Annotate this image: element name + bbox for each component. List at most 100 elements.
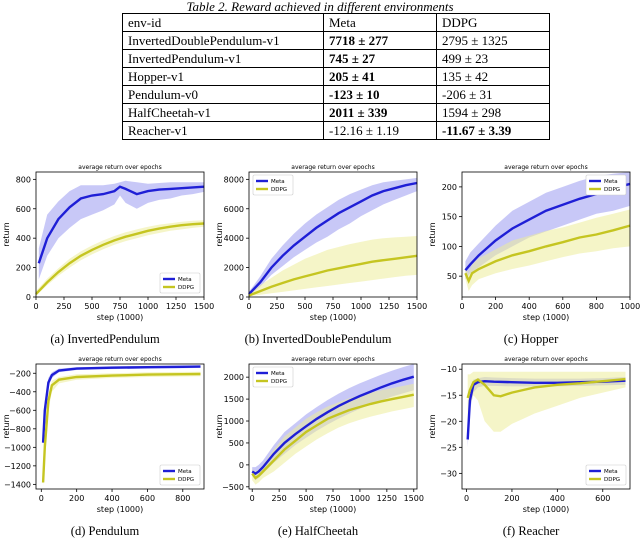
series-line-meta bbox=[248, 181, 418, 295]
x-tick-label: 600 bbox=[140, 494, 155, 503]
legend: Meta DDPG bbox=[159, 272, 201, 294]
y-tick-label: −1200 bbox=[4, 462, 31, 471]
cell-ddpg: 2795 ± 1325 bbox=[436, 31, 550, 50]
x-axis-label: step (1000) bbox=[310, 313, 356, 322]
x-tick-label: 800 bbox=[589, 302, 604, 311]
table-caption: Table 2. Reward achieved in different en… bbox=[0, 0, 640, 14]
cell-ddpg: -11.67 ± 3.39 bbox=[436, 121, 550, 140]
cell-ddpg: 1594 ± 298 bbox=[436, 103, 550, 122]
header-ddpg: DDPG bbox=[436, 13, 550, 32]
x-tick-label: 600 bbox=[555, 302, 570, 311]
table-caption-label: Table 2. bbox=[186, 0, 228, 14]
chart-axes-group: average return over epochs 0 200 400 600 800 −… bbox=[2, 356, 205, 514]
y-tick-label: 200 bbox=[16, 264, 31, 273]
cell-ddpg: 499 ± 23 bbox=[436, 49, 550, 68]
legend-label-ddpg: DDPG bbox=[271, 379, 287, 385]
cell-meta: 2011 ± 339 bbox=[323, 103, 437, 122]
x-tick-label: 0 bbox=[250, 494, 255, 503]
table-row: Pendulum-v0 -123 ± 10 -206 ± 31 bbox=[122, 85, 550, 104]
x-tick-label: 0 bbox=[39, 494, 44, 503]
x-tick-label: 0 bbox=[464, 494, 469, 503]
y-tick-label: 8000 bbox=[224, 175, 244, 184]
table-header-row: env-id Meta DDPG bbox=[122, 13, 550, 32]
cell-meta: 205 ± 41 bbox=[323, 67, 437, 86]
legend-label-meta: Meta bbox=[604, 469, 618, 475]
y-tick-label: 1000 bbox=[224, 417, 244, 426]
subcaption-c: (c) Hopper bbox=[503, 332, 559, 346]
series-band-ddpg bbox=[467, 371, 626, 432]
cell-meta: -123 ± 10 bbox=[323, 85, 437, 104]
x-tick-label: 200 bbox=[69, 494, 84, 503]
chart-axes-group: average return over epochs 0 250 500 750 1000… bbox=[215, 164, 427, 322]
legend-label-ddpg: DDPG bbox=[271, 187, 287, 193]
cell-meta: 7718 ± 277 bbox=[323, 31, 437, 50]
figure-e: average return over epochs 0 250 500 750 1000… bbox=[213, 352, 424, 552]
series-line-meta bbox=[41, 365, 201, 443]
table-caption-text: Reward achieved in different environment… bbox=[231, 0, 454, 14]
x-tick-label: 400 bbox=[522, 302, 537, 311]
cell-ddpg: -206 ± 31 bbox=[436, 85, 550, 104]
chart-half-cheetah: average return over epochs 0 250 500 750 1000… bbox=[215, 356, 424, 514]
figure-c: average return over epochs 0 200 400 600 800 1… bbox=[426, 160, 640, 360]
x-tick-label: 600 bbox=[595, 494, 610, 503]
x-axis-label: step (1000) bbox=[97, 313, 143, 322]
figure-a: average return over epochs 0 250 500 750 1000… bbox=[0, 160, 214, 360]
series-band-ddpg bbox=[252, 383, 414, 485]
y-tick-label: −200 bbox=[9, 369, 31, 378]
x-tick-label: 1000 bbox=[620, 302, 640, 311]
chart-title: average return over epochs bbox=[78, 164, 161, 171]
y-tick-label: −25 bbox=[440, 443, 457, 452]
series-band-meta bbox=[465, 172, 630, 280]
legend: Meta DDPG bbox=[252, 174, 294, 196]
y-tick-label: 100 bbox=[442, 242, 457, 251]
y-tick-label: −600 bbox=[9, 406, 31, 415]
legend-label-meta: Meta bbox=[178, 469, 192, 475]
cell-ddpg: 135 ± 42 bbox=[436, 67, 550, 86]
y-tick-label: 4000 bbox=[224, 234, 244, 243]
y-tick-label: 50 bbox=[447, 272, 457, 281]
chart-inverted-pendulum: average return over epochs 0 250 500 750 1000… bbox=[2, 164, 214, 322]
y-tick-label: −15 bbox=[440, 391, 457, 400]
series-line-ddpg bbox=[251, 393, 415, 480]
chart-title: average return over epochs bbox=[291, 356, 374, 363]
y-axis-label: return bbox=[2, 414, 11, 438]
subcaption-e: (e) HalfCheetah bbox=[277, 524, 359, 538]
x-tick-label: 500 bbox=[297, 302, 312, 311]
legend: Meta DDPG bbox=[159, 464, 201, 486]
table-row: Reacher-v1 -12.16 ± 1.19 -11.67 ± 3.39 bbox=[122, 121, 550, 140]
table-row: HalfCheetah-v1 2011 ± 339 1594 ± 298 bbox=[122, 103, 550, 122]
y-tick-label: −500 bbox=[222, 483, 244, 492]
series-line-ddpg bbox=[41, 372, 201, 483]
reward-table: env-id Meta DDPG InvertedDoublePendulum-… bbox=[122, 13, 550, 140]
series-band-ddpg bbox=[36, 220, 204, 296]
legend-label-ddpg: DDPG bbox=[604, 477, 620, 483]
chart-hopper: average return over epochs 0 200 400 600 800 1… bbox=[428, 164, 640, 322]
y-tick-label: −1400 bbox=[4, 480, 31, 489]
chart-inverted-double-pendulum: average return over epochs 0 250 500 750 1000… bbox=[215, 164, 427, 322]
chart-title: average return over epochs bbox=[291, 164, 374, 171]
figure-d: average return over epochs 0 200 400 600 800 −… bbox=[0, 352, 210, 552]
y-tick-label: 0 bbox=[239, 293, 244, 302]
x-axis-label: step (1000) bbox=[523, 313, 569, 322]
figure-f: average return over epochs 0 200 400 600 −30 −… bbox=[426, 352, 636, 552]
x-tick-label: 400 bbox=[550, 494, 565, 503]
header-meta: Meta bbox=[323, 13, 437, 32]
series-line-meta bbox=[251, 375, 415, 476]
series-line-ddpg bbox=[35, 222, 205, 295]
table-row: InvertedDoublePendulum-v1 7718 ± 277 2795 … bbox=[122, 31, 550, 50]
y-tick-label: −400 bbox=[9, 388, 31, 397]
x-tick-label: 1000 bbox=[351, 302, 371, 311]
x-tick-label: 1500 bbox=[407, 302, 427, 311]
y-tick-label: 0 bbox=[239, 461, 244, 470]
y-tick-label: 500 bbox=[229, 439, 244, 448]
x-tick-label: 750 bbox=[325, 494, 340, 503]
x-tick-label: 0 bbox=[459, 302, 464, 311]
y-axis-label: return bbox=[428, 414, 437, 438]
legend: Meta DDPG bbox=[585, 464, 627, 486]
x-axis-label: step (1000) bbox=[523, 505, 569, 514]
y-tick-label: −1000 bbox=[4, 443, 31, 452]
cell-env-id: Pendulum-v0 bbox=[122, 85, 324, 104]
y-tick-label: 400 bbox=[16, 234, 31, 243]
cell-meta: -12.16 ± 1.19 bbox=[323, 121, 437, 140]
series-band-ddpg bbox=[465, 209, 630, 291]
